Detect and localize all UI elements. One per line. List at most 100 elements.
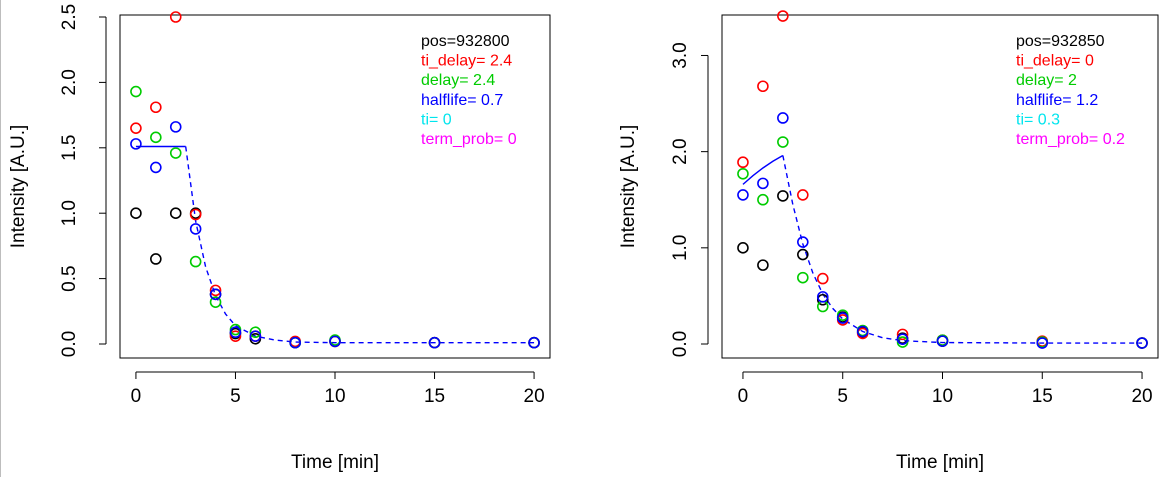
series-black bbox=[737, 190, 1148, 349]
x-tick-label: 15 bbox=[1032, 386, 1053, 407]
data-point bbox=[130, 122, 142, 134]
data-point bbox=[189, 255, 202, 268]
data-point bbox=[896, 328, 909, 341]
data-point bbox=[209, 284, 222, 297]
x-tick-label: 20 bbox=[524, 386, 545, 407]
annotation-line: ti_delay= 0 bbox=[1016, 53, 1094, 70]
chart-panel-1: 0 5 10 15 20 Time [min] 0.0 0.5 1.0 1.5 2.0 2.5 Inte… bbox=[8, 4, 551, 473]
data-point bbox=[229, 326, 242, 339]
data-point bbox=[428, 336, 441, 349]
annotation-line: delay= 2 bbox=[1016, 72, 1077, 89]
y-tick-label: 3.0 bbox=[670, 42, 691, 68]
series-green bbox=[737, 136, 1148, 349]
data-point bbox=[150, 253, 162, 265]
data-point bbox=[528, 336, 540, 349]
y-tick-label: 2.0 bbox=[670, 138, 691, 164]
data-point bbox=[797, 271, 809, 284]
parameter-annotations: pos=932850 ti_delay= 0 delay= 2 halflife= 1… bbox=[1016, 33, 1125, 148]
annotation-line: halflife= 1.2 bbox=[1016, 92, 1098, 109]
data-point bbox=[169, 11, 182, 23]
plot-frame bbox=[721, 14, 1159, 359]
series-black bbox=[130, 207, 540, 349]
annotation-line: ti_delay= 2.4 bbox=[421, 53, 512, 70]
annotation-line: pos=932800 bbox=[421, 33, 510, 50]
y-tick-label: 0.5 bbox=[59, 265, 80, 291]
y-tick-label: 1.5 bbox=[59, 135, 80, 161]
x-tick-label: 10 bbox=[932, 386, 953, 407]
x-tick-label: 10 bbox=[324, 386, 345, 407]
annotation-line: term_prob= 0.2 bbox=[1016, 131, 1125, 148]
fit-curve-dashed bbox=[185, 146, 535, 344]
data-point bbox=[150, 131, 162, 144]
data-point bbox=[737, 189, 749, 201]
x-tick-label: 0 bbox=[738, 386, 749, 407]
x-tick-label: 5 bbox=[837, 386, 848, 407]
data-point bbox=[130, 85, 142, 98]
data-point bbox=[150, 101, 162, 114]
data-point bbox=[169, 121, 182, 133]
y-tick-label: 2.5 bbox=[59, 4, 80, 30]
x-tick-label: 15 bbox=[424, 386, 445, 407]
data-point bbox=[777, 112, 789, 124]
parameter-annotations: pos=932800 ti_delay= 2.4 delay= 2.4 halflif… bbox=[421, 33, 517, 148]
data-point bbox=[777, 190, 789, 202]
annotation-line: term_prob= 0 bbox=[421, 131, 517, 148]
data-point bbox=[797, 236, 809, 248]
x-axis-title: Time [min] bbox=[896, 452, 984, 473]
y-tick-label: 2.0 bbox=[59, 69, 80, 95]
data-point bbox=[757, 193, 769, 206]
data-point bbox=[1136, 337, 1148, 349]
data-point bbox=[737, 242, 749, 254]
y-axis: 0.0 1.0 2.0 3.0 bbox=[670, 42, 709, 357]
data-point bbox=[209, 296, 222, 308]
series-blue bbox=[737, 112, 1148, 349]
data-point bbox=[836, 312, 849, 324]
fit-curve-dashed bbox=[782, 155, 1143, 344]
data-point bbox=[737, 167, 749, 180]
data-point bbox=[169, 147, 182, 159]
data-point bbox=[169, 207, 182, 219]
data-point bbox=[130, 207, 142, 219]
data-point bbox=[289, 336, 301, 349]
y-axis: 0.0 0.5 1.0 1.5 2.0 2.5 bbox=[59, 4, 107, 357]
data-point bbox=[856, 325, 869, 338]
data-point bbox=[797, 189, 809, 201]
data-point bbox=[249, 330, 262, 342]
annotation-line: ti= 0 bbox=[421, 111, 452, 128]
data-point bbox=[249, 326, 262, 339]
y-axis-title: Intensity [A.U.] bbox=[618, 125, 639, 249]
fit-curve-solid bbox=[742, 154, 784, 185]
data-point bbox=[329, 335, 341, 348]
y-tick-label: 1.0 bbox=[59, 200, 80, 226]
data-point bbox=[737, 156, 749, 169]
plot-frame bbox=[119, 14, 551, 359]
left-edge-border bbox=[0, 0, 1, 477]
data-point bbox=[130, 138, 142, 150]
data-point bbox=[797, 248, 809, 261]
series-blue bbox=[130, 121, 540, 349]
data-point bbox=[1036, 337, 1049, 349]
data-point bbox=[757, 177, 769, 190]
data-point bbox=[150, 161, 162, 174]
chart-panel-2: 0 5 10 15 20 Time [min] 0.0 1.0 2.0 3.0 Intensity … bbox=[618, 10, 1159, 473]
x-tick-label: 20 bbox=[1131, 386, 1152, 407]
annotation-line: ti= 0.3 bbox=[1016, 111, 1060, 128]
data-point bbox=[777, 10, 789, 22]
x-axis: 0 5 10 15 20 bbox=[131, 371, 545, 407]
data-point bbox=[936, 335, 949, 347]
data-point bbox=[757, 259, 769, 271]
data-point bbox=[896, 333, 909, 345]
x-tick-label: 5 bbox=[230, 386, 241, 407]
x-axis-title: Time [min] bbox=[291, 452, 379, 473]
data-point bbox=[209, 288, 222, 301]
data-point bbox=[189, 223, 202, 235]
data-point bbox=[816, 300, 829, 313]
data-point bbox=[189, 208, 202, 221]
y-axis-title: Intensity [A.U.] bbox=[8, 125, 29, 249]
annotation-line: delay= 2.4 bbox=[421, 72, 495, 89]
data-point bbox=[229, 330, 242, 342]
y-tick-label: 0.0 bbox=[670, 331, 691, 357]
data-point bbox=[816, 291, 829, 303]
data-point bbox=[816, 272, 829, 285]
